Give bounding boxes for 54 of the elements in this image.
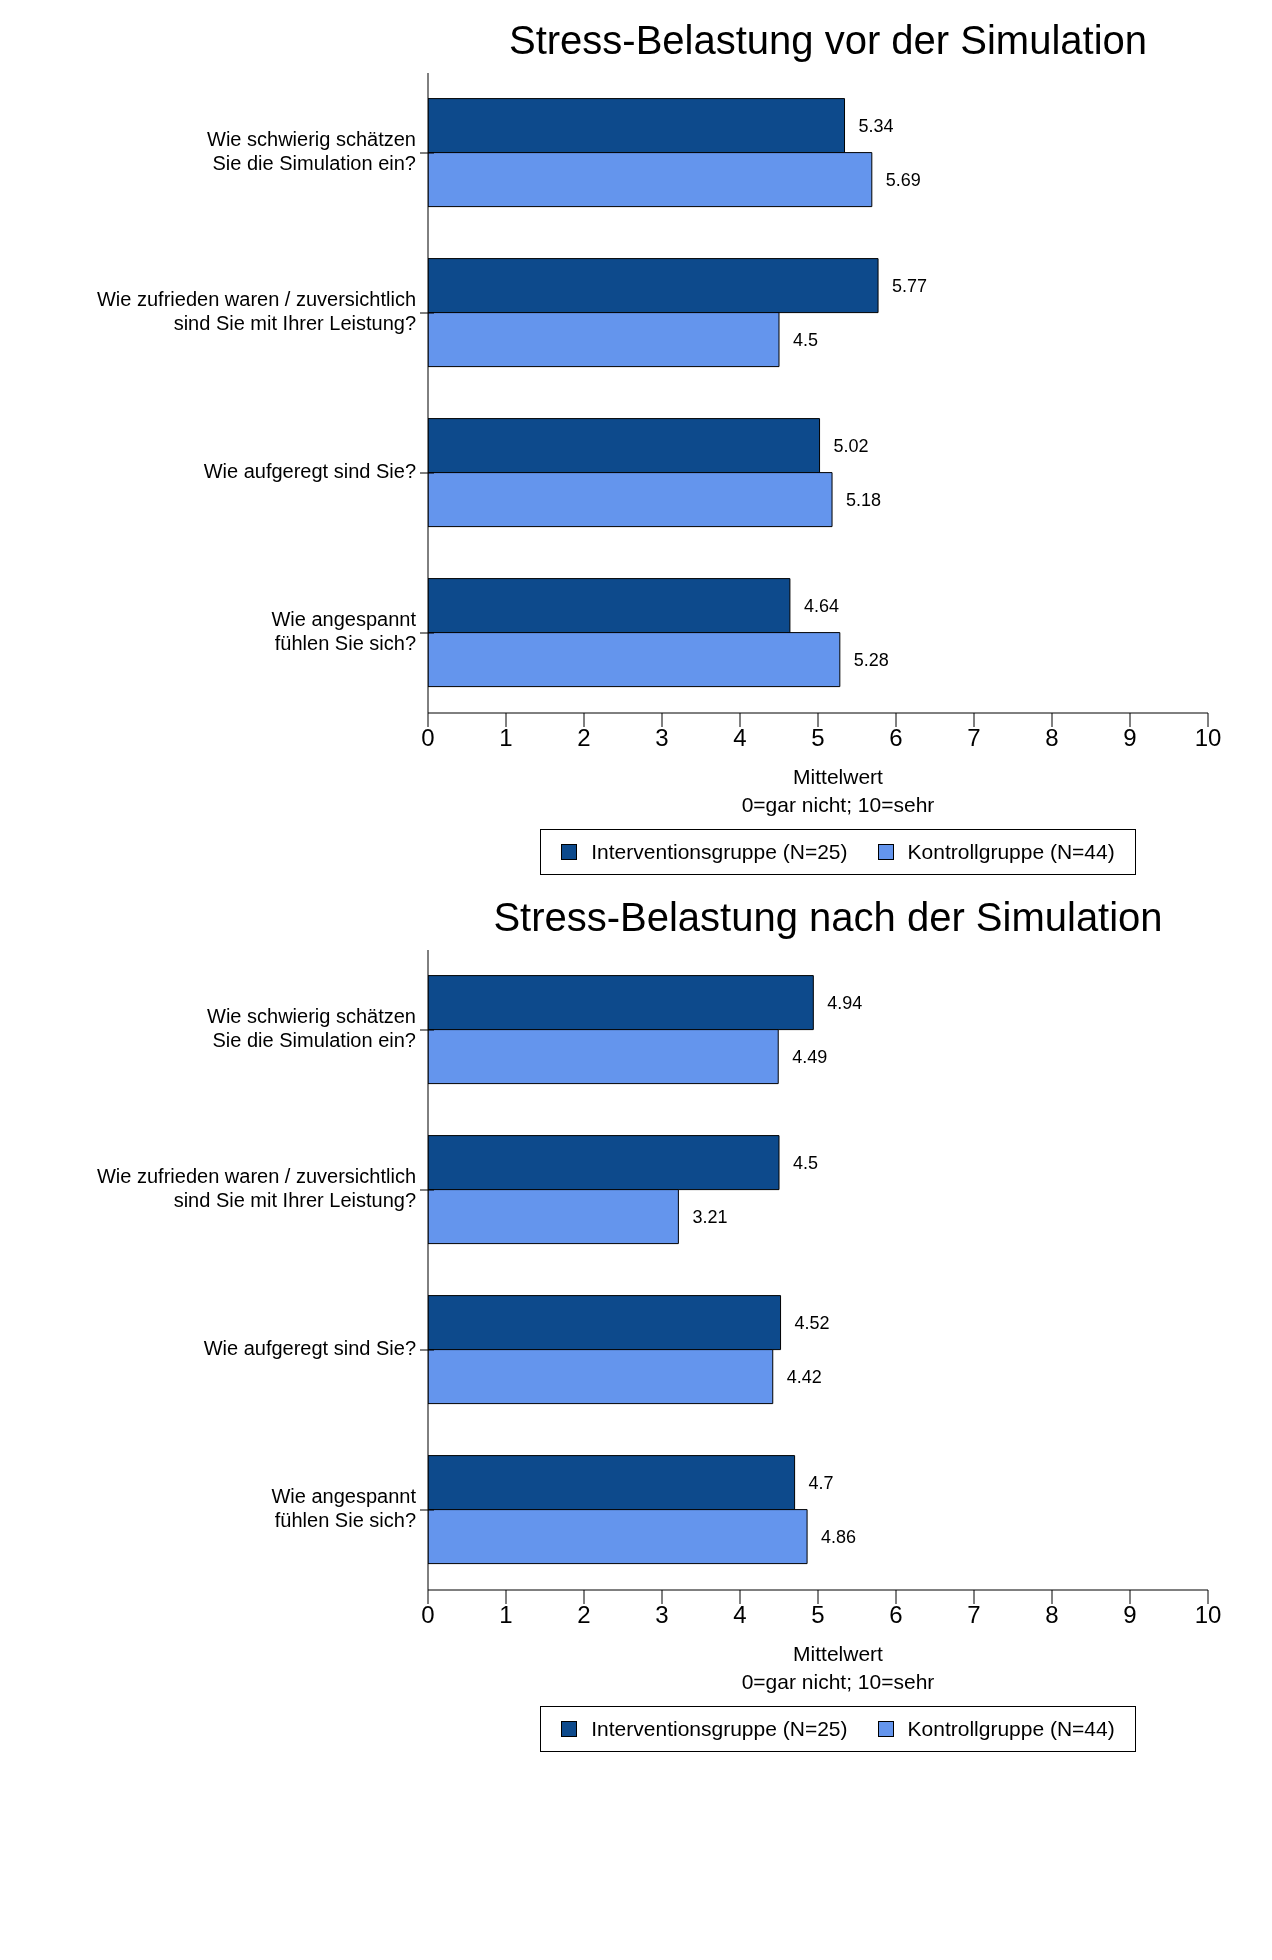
legend-label: Interventionsgruppe (N=25) xyxy=(590,1717,848,1741)
data-label: 4.86 xyxy=(821,1526,857,1547)
data-label: 4.42 xyxy=(786,1366,822,1387)
y-tick-label: Wie angespannt fühlen Sie sich? xyxy=(271,1485,417,1532)
legend-label: Kontrollgruppe (N=44) xyxy=(906,840,1115,864)
data-label: 3.21 xyxy=(692,1206,728,1227)
y-tick-label: Wie schwierig schätzen Sie die Simulation ein? xyxy=(207,128,416,175)
x-tick-label: 8 xyxy=(1045,1601,1059,1629)
data-label: 5.69 xyxy=(885,169,921,190)
chart-title: Stress-Belastung nach der Simulation xyxy=(492,894,1164,940)
data-label: 4.49 xyxy=(792,1046,828,1067)
data-label: 5.77 xyxy=(892,275,928,296)
x-tick-label: 1 xyxy=(499,724,513,752)
data-label: 5.02 xyxy=(833,435,869,456)
x-tick-label: 1 xyxy=(499,1601,513,1629)
x-tick-label: 7 xyxy=(967,1601,981,1629)
x-tick-label: 4 xyxy=(733,1601,747,1629)
chart-title: Stress-Belastung vor der Simulation xyxy=(507,17,1149,63)
data-label: 4.94 xyxy=(827,992,863,1013)
x-tick-label: 2 xyxy=(577,1601,591,1629)
y-tick-label: Wie aufgeregt sind Sie? xyxy=(203,460,416,483)
x-axis-title: Mittelwert 0=gar nicht; 10=sehr xyxy=(740,764,936,818)
data-label: 5.18 xyxy=(846,489,882,510)
x-tick-label: 3 xyxy=(655,724,669,752)
data-label: 5.34 xyxy=(858,115,894,136)
x-tick-label: 10 xyxy=(1194,724,1222,752)
x-tick-label: 0 xyxy=(421,1601,435,1629)
legend-label: Kontrollgruppe (N=44) xyxy=(906,1717,1115,1741)
x-tick-label: 3 xyxy=(655,1601,669,1629)
x-tick-label: 7 xyxy=(967,724,981,752)
x-tick-label: 2 xyxy=(577,724,591,752)
x-tick-label: 0 xyxy=(421,724,435,752)
data-label: 4.52 xyxy=(794,1312,830,1333)
x-tick-label: 9 xyxy=(1123,1601,1137,1629)
data-label: 5.28 xyxy=(853,649,889,670)
x-tick-label: 5 xyxy=(811,1601,825,1629)
x-tick-label: 9 xyxy=(1123,724,1137,752)
data-label: 4.64 xyxy=(803,595,839,616)
legend-label: Interventionsgruppe (N=25) xyxy=(590,840,848,864)
x-tick-label: 5 xyxy=(811,724,825,752)
x-tick-label: 10 xyxy=(1194,1601,1222,1629)
y-tick-label: Wie angespannt fühlen Sie sich? xyxy=(271,608,417,655)
data-label: 4.7 xyxy=(808,1472,834,1493)
data-label: 4.5 xyxy=(793,329,819,350)
x-tick-label: 8 xyxy=(1045,724,1059,752)
y-tick-label: Wie aufgeregt sind Sie? xyxy=(203,1337,416,1360)
x-tick-label: 4 xyxy=(733,724,747,752)
x-tick-label: 6 xyxy=(889,724,903,752)
y-tick-label: Wie schwierig schätzen Sie die Simulation ein? xyxy=(207,1005,416,1052)
data-label: 4.5 xyxy=(793,1152,819,1173)
x-axis-title: Mittelwert 0=gar nicht; 10=sehr xyxy=(740,1641,936,1695)
x-tick-label: 6 xyxy=(889,1601,903,1629)
y-tick-label: Wie zufrieden waren / zuversichtlich sind Sie mit Ihrer Leistung? xyxy=(96,288,416,335)
y-tick-label: Wie zufrieden waren / zuversichtlich sind Sie mit Ihrer Leistung? xyxy=(96,1165,416,1212)
